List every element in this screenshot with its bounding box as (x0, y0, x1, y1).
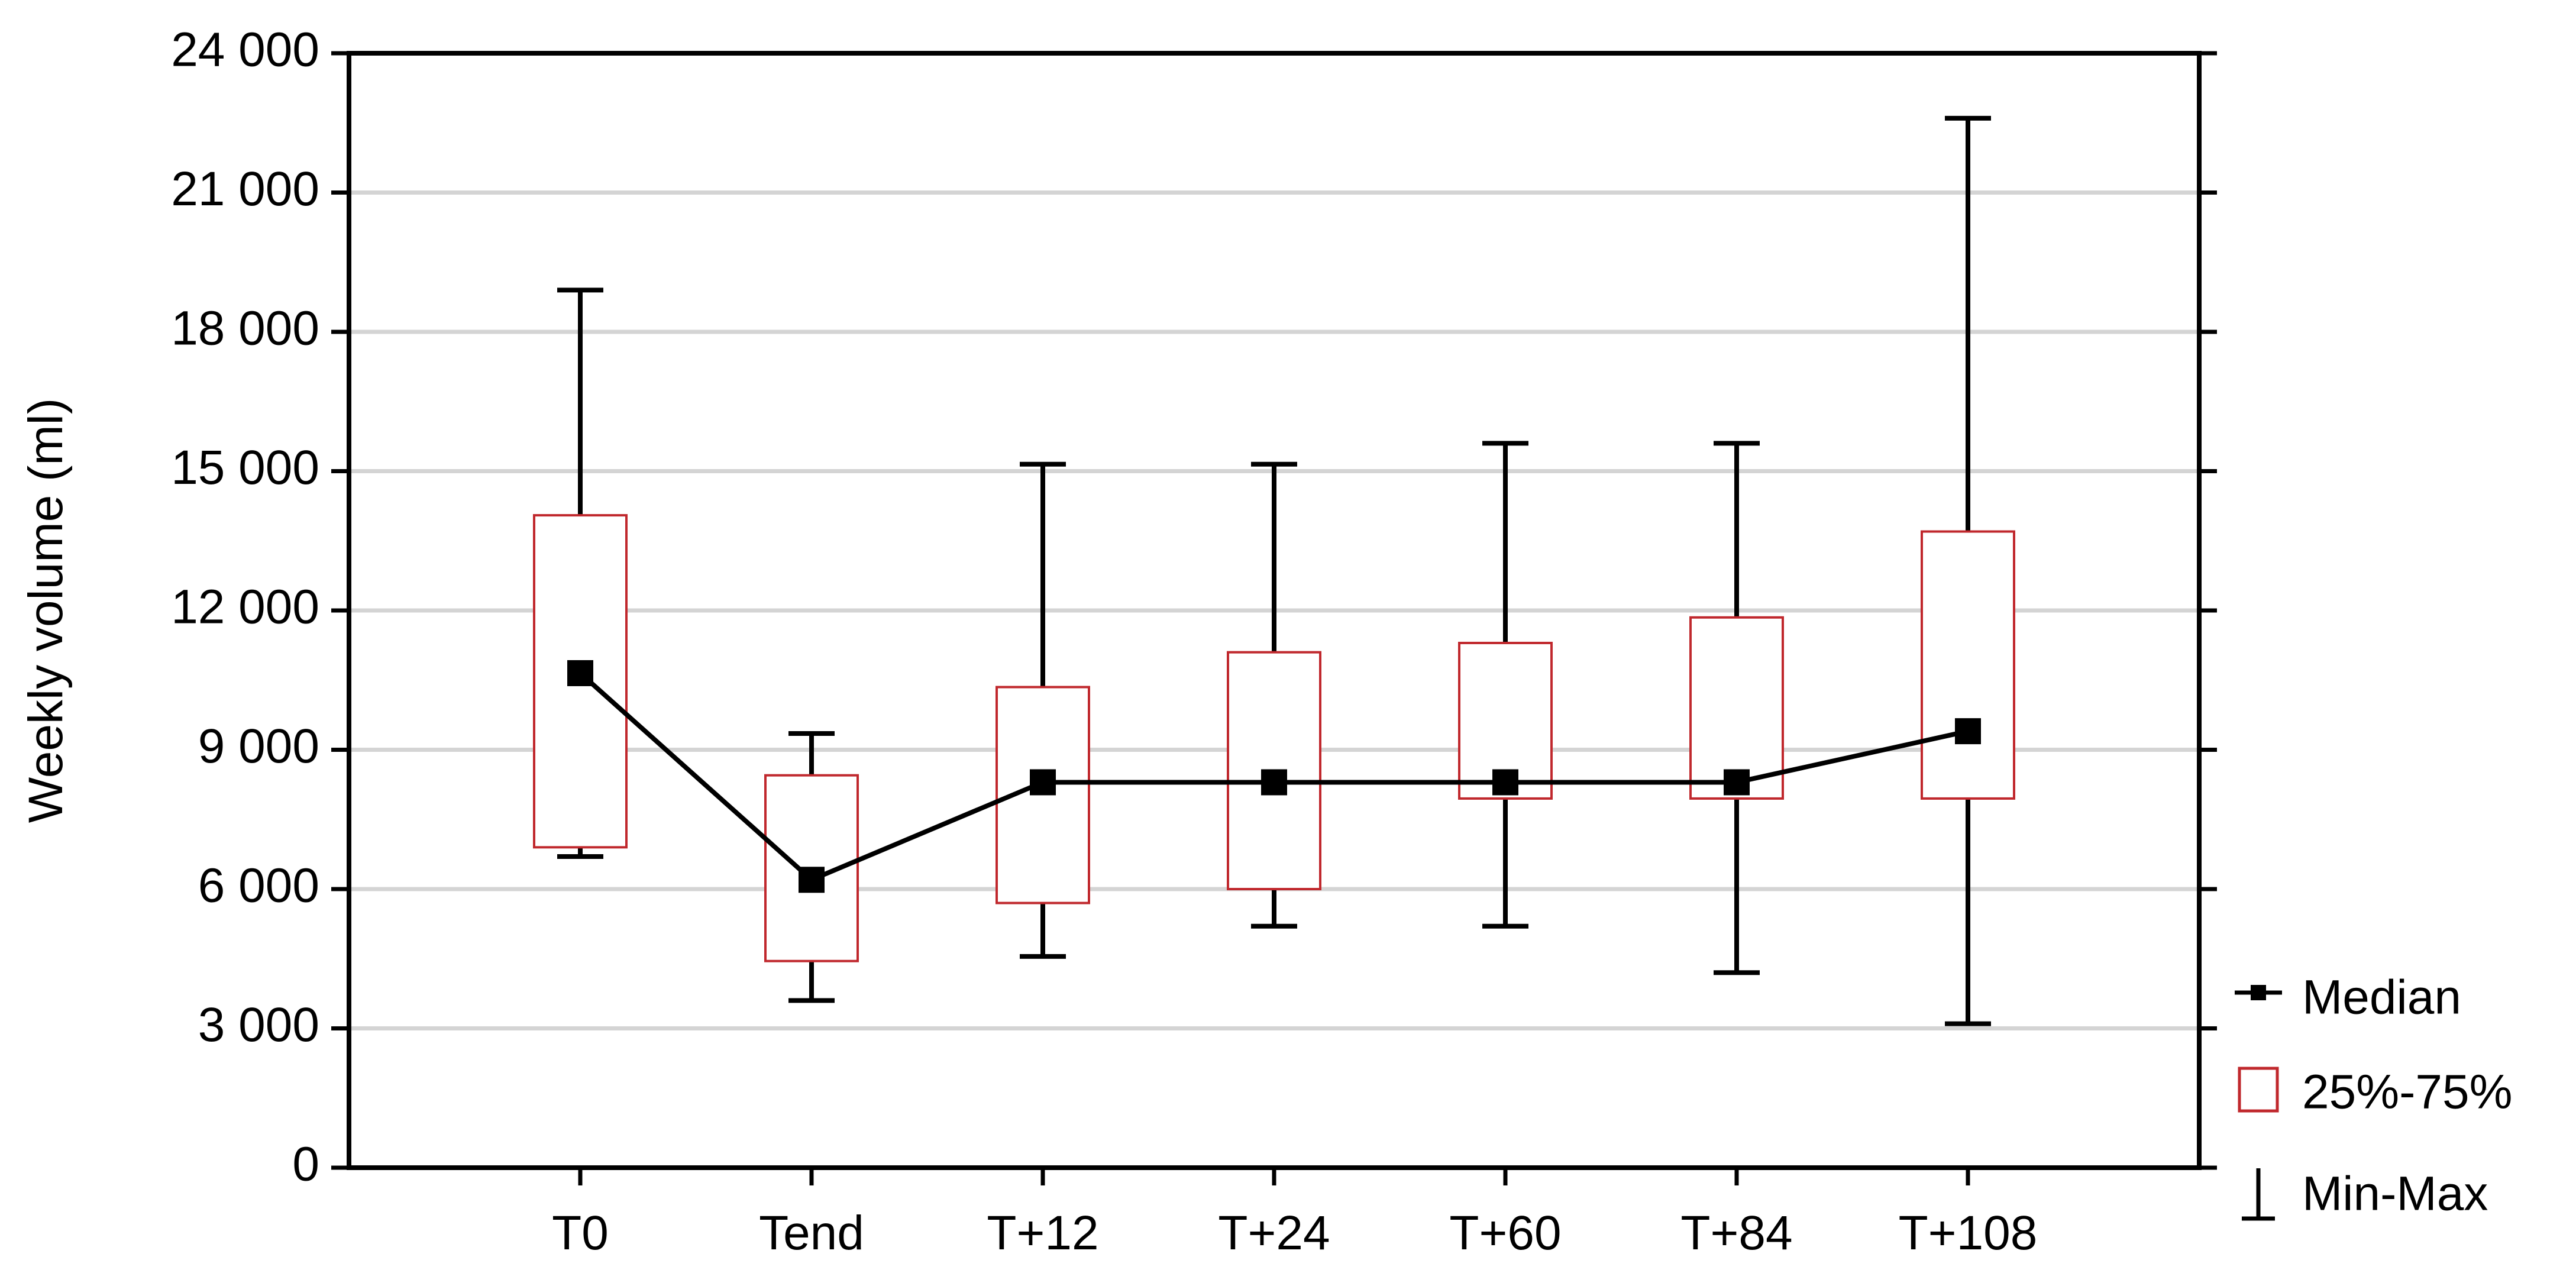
x-tick-label: T+84 (1680, 1206, 1792, 1260)
y-tick-label: 6 000 (198, 859, 319, 913)
y-tick-label: 21 000 (171, 162, 319, 216)
legend-box-symbol (2238, 1067, 2279, 1113)
iqr-box (1227, 651, 1321, 891)
x-tick-label: T+12 (987, 1206, 1098, 1260)
legend-median-marker (2251, 985, 2266, 1000)
y-tick-label: 15 000 (171, 441, 319, 495)
y-tick-label: 12 000 (171, 580, 319, 634)
y-tick-label: 0 (292, 1138, 319, 1191)
legend: Median 25%-75% Min-Max (2235, 971, 2513, 1221)
median-marker (1955, 718, 1981, 745)
median-layer (567, 660, 1981, 893)
x-tick-label: Tend (759, 1206, 864, 1260)
axis-layer: 0 3 000 6 000 9 000 12 000 15 000 18 000 21 000… (171, 23, 2217, 1260)
median-marker (799, 867, 825, 893)
x-tick-label: T0 (552, 1206, 609, 1260)
x-tick-label: T+60 (1449, 1206, 1561, 1260)
x-tick-label: T+108 (1899, 1206, 2038, 1260)
y-tick-label: 18 000 (171, 302, 319, 356)
median-marker (1261, 769, 1287, 796)
x-tick-label: T+24 (1218, 1206, 1330, 1260)
y-tick-label: 24 000 (171, 23, 319, 77)
y-tick-label: 9 000 (198, 719, 319, 773)
legend-label: Median (2302, 971, 2461, 1025)
median-marker (1492, 769, 1518, 796)
median-marker (1724, 769, 1750, 796)
y-axis-title: Weekly volume (ml) (19, 398, 73, 823)
legend-label: 25%-75% (2302, 1065, 2513, 1119)
median-marker (567, 660, 593, 686)
legend-label: Min-Max (2302, 1167, 2488, 1221)
iqr-box (1689, 616, 1784, 800)
median-marker (1030, 769, 1056, 796)
iqr-box (1921, 530, 2015, 800)
y-tick-label: 3 000 (198, 998, 319, 1052)
